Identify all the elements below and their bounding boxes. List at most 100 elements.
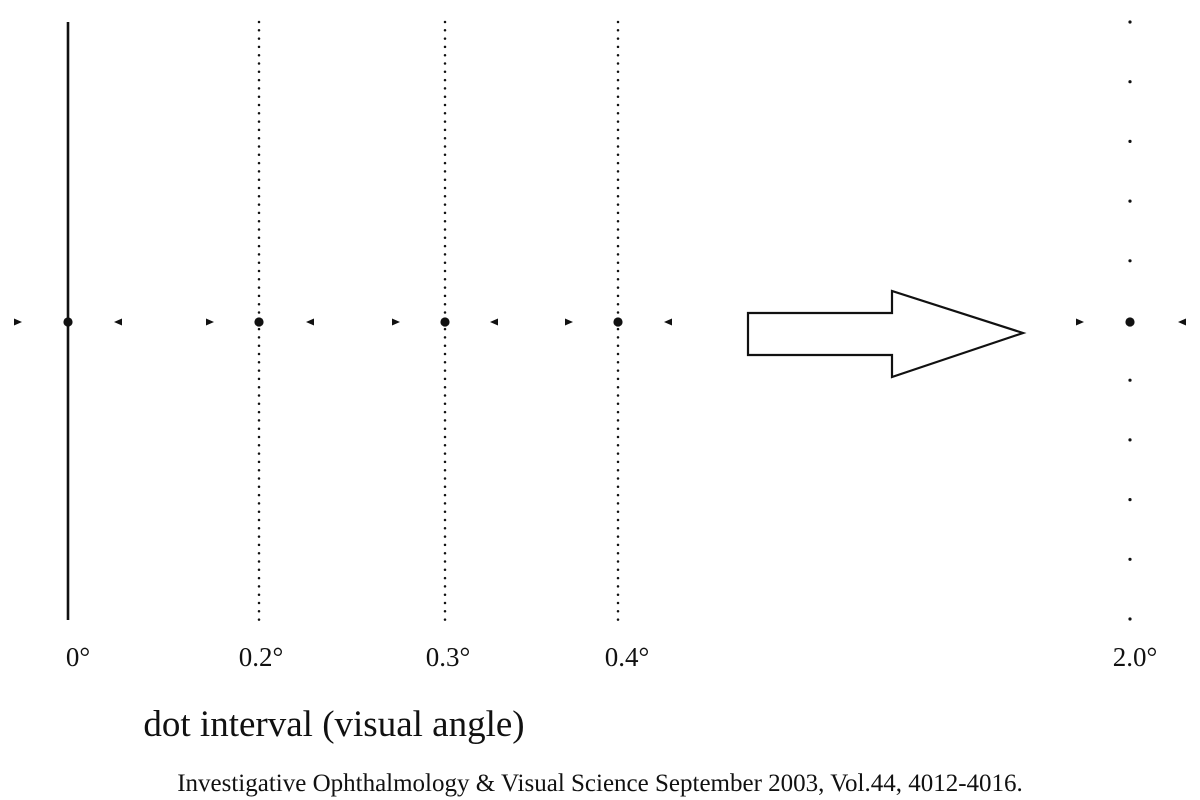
fixation-dot (254, 317, 264, 327)
line-dot (616, 20, 620, 24)
line-dot (616, 87, 620, 90)
line-dot (443, 560, 447, 563)
line-dot (257, 535, 261, 538)
line-dot (257, 294, 261, 298)
line-dot (443, 427, 447, 430)
line-dot (443, 344, 447, 347)
line-dot (257, 394, 261, 397)
line-dot (616, 120, 620, 123)
line-dot (257, 45, 261, 49)
line-dot (443, 37, 447, 40)
line-dot (1128, 557, 1132, 561)
line-dot (616, 502, 620, 505)
line-dot (616, 535, 620, 538)
line-dot (616, 477, 620, 480)
line-dot (443, 211, 447, 215)
line-dot (1128, 20, 1132, 24)
line-dot (616, 302, 620, 306)
line-dot (616, 510, 620, 513)
line-dot (257, 435, 261, 439)
line-dot (1128, 498, 1132, 502)
line-dot (443, 228, 447, 231)
line-dot (616, 518, 620, 522)
line-dot (616, 568, 620, 572)
line-dot (257, 444, 261, 447)
line-dot (616, 468, 620, 472)
line-dot (257, 269, 261, 273)
line-dot (257, 70, 261, 74)
line-dot (257, 369, 261, 372)
line-dot (616, 601, 620, 605)
line-dot (443, 385, 447, 389)
tick-label-0-3: 0.3° (426, 642, 471, 672)
line-dot (616, 244, 620, 248)
line-dot (443, 203, 447, 206)
line-dot (443, 468, 447, 472)
line-dot (1128, 378, 1132, 382)
line-dot (443, 311, 447, 314)
line-dot (616, 29, 620, 32)
line-dot (443, 145, 447, 148)
line-dot (257, 145, 261, 148)
line-dot (616, 493, 620, 497)
line-dot (257, 518, 261, 522)
line-dot (616, 219, 620, 223)
line-dot (616, 361, 620, 364)
line-dot (257, 468, 261, 472)
line-dot (257, 161, 261, 165)
line-dot (443, 236, 447, 240)
line-dot (616, 78, 620, 82)
line-dot (443, 186, 447, 190)
line-dot (257, 203, 261, 206)
line-dot (257, 186, 261, 190)
line-dot (443, 53, 447, 57)
line-dot (257, 261, 261, 264)
line-dot (616, 452, 620, 455)
line-dot (616, 236, 620, 240)
line-dot (616, 161, 620, 165)
line-dot (616, 186, 620, 190)
left-pointing-triangle-icon (664, 318, 672, 326)
line-dot (257, 601, 261, 605)
left-pointing-triangle-icon (114, 318, 122, 326)
line-dot (257, 551, 261, 555)
line-dot (257, 419, 261, 422)
line-dot (1128, 617, 1132, 621)
line-dot (257, 302, 261, 306)
line-dot (616, 543, 620, 547)
line-dot (443, 195, 447, 198)
line-dot (616, 402, 620, 406)
line-dot (616, 103, 620, 107)
line-dot (616, 153, 620, 157)
line-dot (443, 394, 447, 397)
line-dot (257, 311, 261, 314)
line-dot (443, 327, 447, 331)
line-dot (616, 170, 620, 173)
right-pointing-triangle-icon (206, 318, 214, 326)
line-dot (257, 452, 261, 455)
line-dot (443, 576, 447, 580)
line-dot (616, 551, 620, 555)
tick-label-0-4: 0.4° (605, 642, 650, 672)
line-dot (616, 377, 620, 381)
line-dot (443, 460, 447, 464)
line-dot (443, 419, 447, 422)
line-dot (616, 62, 620, 65)
line-dot (443, 253, 447, 256)
line-dot (443, 551, 447, 555)
line-dot (443, 502, 447, 505)
line-dot (443, 278, 447, 281)
line-dot (257, 493, 261, 497)
line-dot (616, 311, 620, 314)
line-dot (616, 485, 620, 489)
line-dot (257, 37, 261, 40)
line-dot (257, 62, 261, 65)
fixation-dot (63, 317, 73, 327)
block-arrow-right-icon (746, 289, 1027, 379)
line-dot (257, 618, 261, 621)
right-pointing-triangle-icon (392, 318, 400, 326)
line-dot (616, 610, 620, 613)
line-dot (616, 203, 620, 206)
line-dot (616, 145, 620, 148)
line-dot (257, 195, 261, 198)
